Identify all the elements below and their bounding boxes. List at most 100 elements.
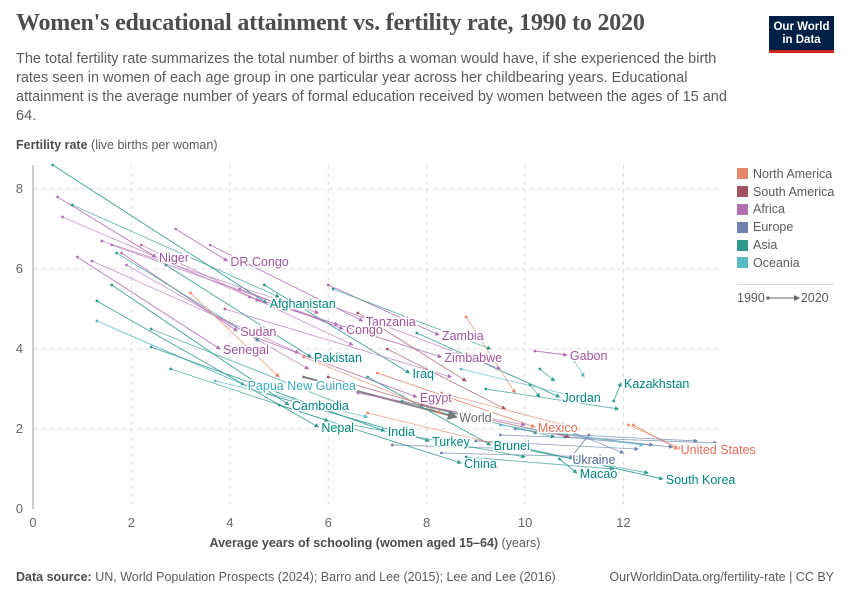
country-label: China (464, 457, 497, 471)
arrow-line (214, 380, 369, 419)
series-line[interactable] (115, 251, 260, 342)
arrow-line (264, 284, 411, 374)
series-south-korea[interactable] (508, 443, 664, 481)
arrow-line (392, 444, 526, 452)
series-line[interactable] (317, 299, 502, 370)
start-point (356, 311, 360, 315)
y-tick-label: 6 (16, 261, 23, 276)
source-label: Data source: (16, 570, 92, 584)
series-line[interactable] (484, 387, 620, 411)
start-point (508, 443, 512, 447)
start-point (356, 391, 360, 395)
series-iraq[interactable] (262, 283, 411, 374)
arrow-line (141, 244, 354, 346)
series-line[interactable] (538, 367, 556, 382)
country-label: United States (681, 443, 756, 457)
country-label: Zambia (442, 329, 484, 343)
arrow-line (534, 350, 568, 357)
arrow-line (170, 368, 329, 422)
series-line[interactable] (100, 239, 320, 314)
x-axis-label: Average years of schooling (women aged 1… (0, 536, 750, 550)
series-line[interactable] (223, 307, 452, 379)
x-tick-label: 8 (423, 515, 430, 530)
series-niger[interactable] (56, 195, 157, 258)
start-point (51, 163, 55, 167)
arrow-line (401, 400, 556, 439)
series-afghanistan[interactable] (51, 163, 268, 304)
country-label: Nepal (321, 421, 354, 435)
y-axis-unit: (live births per woman) (91, 138, 218, 152)
footer-license-link[interactable]: OurWorldinData.org/fertility-rate | CC B… (609, 570, 834, 584)
legend-swatch (737, 257, 748, 269)
series-line[interactable] (70, 203, 280, 298)
series-line[interactable] (125, 263, 310, 370)
arrow-line (116, 252, 260, 342)
legend-item[interactable]: North America (737, 165, 834, 183)
start-point (558, 457, 561, 461)
legend-label: North America (753, 166, 833, 181)
series-line[interactable] (390, 443, 526, 452)
series-line[interactable] (90, 259, 300, 354)
arrow-line (613, 382, 622, 402)
legend-item[interactable]: Asia (737, 236, 834, 254)
start-point (262, 283, 266, 287)
legend-time-key: 1990 2020 (737, 291, 834, 305)
series-line[interactable] (356, 391, 526, 427)
legend-item[interactable]: Europe (737, 218, 834, 236)
arrow-line (249, 388, 430, 443)
chart-title: Women's educational attainment vs. ferti… (16, 10, 645, 36)
series-nepal[interactable] (95, 299, 320, 428)
series-line[interactable] (499, 423, 644, 447)
series-line[interactable] (61, 215, 261, 302)
start-point (189, 291, 192, 295)
series-line[interactable] (385, 347, 507, 410)
legend-swatch (737, 239, 748, 251)
series-line[interactable] (302, 355, 443, 414)
y-axis-title: Fertility rate (16, 138, 88, 152)
series-line[interactable] (499, 433, 718, 446)
country-label: Brunei (494, 439, 530, 453)
series-brunei[interactable] (366, 375, 492, 446)
series-line[interactable] (440, 391, 580, 431)
series-line[interactable] (139, 243, 354, 346)
series-mexico[interactable] (376, 371, 536, 428)
country-label: Niger (159, 251, 189, 265)
arrow-line (441, 392, 580, 431)
series-line[interactable] (213, 379, 369, 419)
series-cambodia[interactable] (110, 283, 290, 406)
series-senegal[interactable] (75, 255, 221, 350)
legend-item[interactable]: Oceania (737, 254, 834, 272)
legend-item[interactable]: Africa (737, 201, 834, 219)
series-line[interactable] (464, 455, 615, 471)
series-line[interactable] (518, 447, 649, 475)
country-label: Iraq (412, 367, 434, 381)
series-line[interactable] (459, 367, 595, 403)
series-line[interactable] (189, 291, 280, 378)
series-line[interactable] (351, 423, 526, 459)
legend-item[interactable]: South America (737, 183, 834, 201)
series-papua-new-guinea[interactable] (95, 319, 246, 386)
series-gabon[interactable] (533, 349, 568, 357)
series-zambia[interactable] (326, 283, 440, 336)
start-point (390, 443, 394, 447)
y-axis-label: Fertility rate (live births per woman) (16, 138, 217, 152)
series-line[interactable] (366, 411, 502, 447)
x-tick-label: 12 (616, 515, 630, 530)
series-line[interactable] (627, 423, 684, 450)
series-line[interactable] (356, 311, 467, 382)
start-point (572, 431, 576, 435)
legend-swatch (737, 221, 748, 233)
series-line[interactable] (169, 367, 329, 422)
series-dr-congo[interactable] (174, 227, 229, 262)
arrow-line (520, 448, 649, 475)
series-kazakhstan[interactable] (612, 382, 622, 403)
series-line[interactable] (572, 359, 585, 378)
series-jordan[interactable] (415, 331, 561, 398)
series-macao[interactable] (558, 457, 578, 474)
series-line[interactable] (149, 327, 344, 406)
series-line[interactable] (331, 287, 492, 350)
arrow-line (352, 424, 526, 459)
start-point (125, 263, 128, 267)
owid-logo[interactable]: Our World in Data (769, 16, 834, 53)
